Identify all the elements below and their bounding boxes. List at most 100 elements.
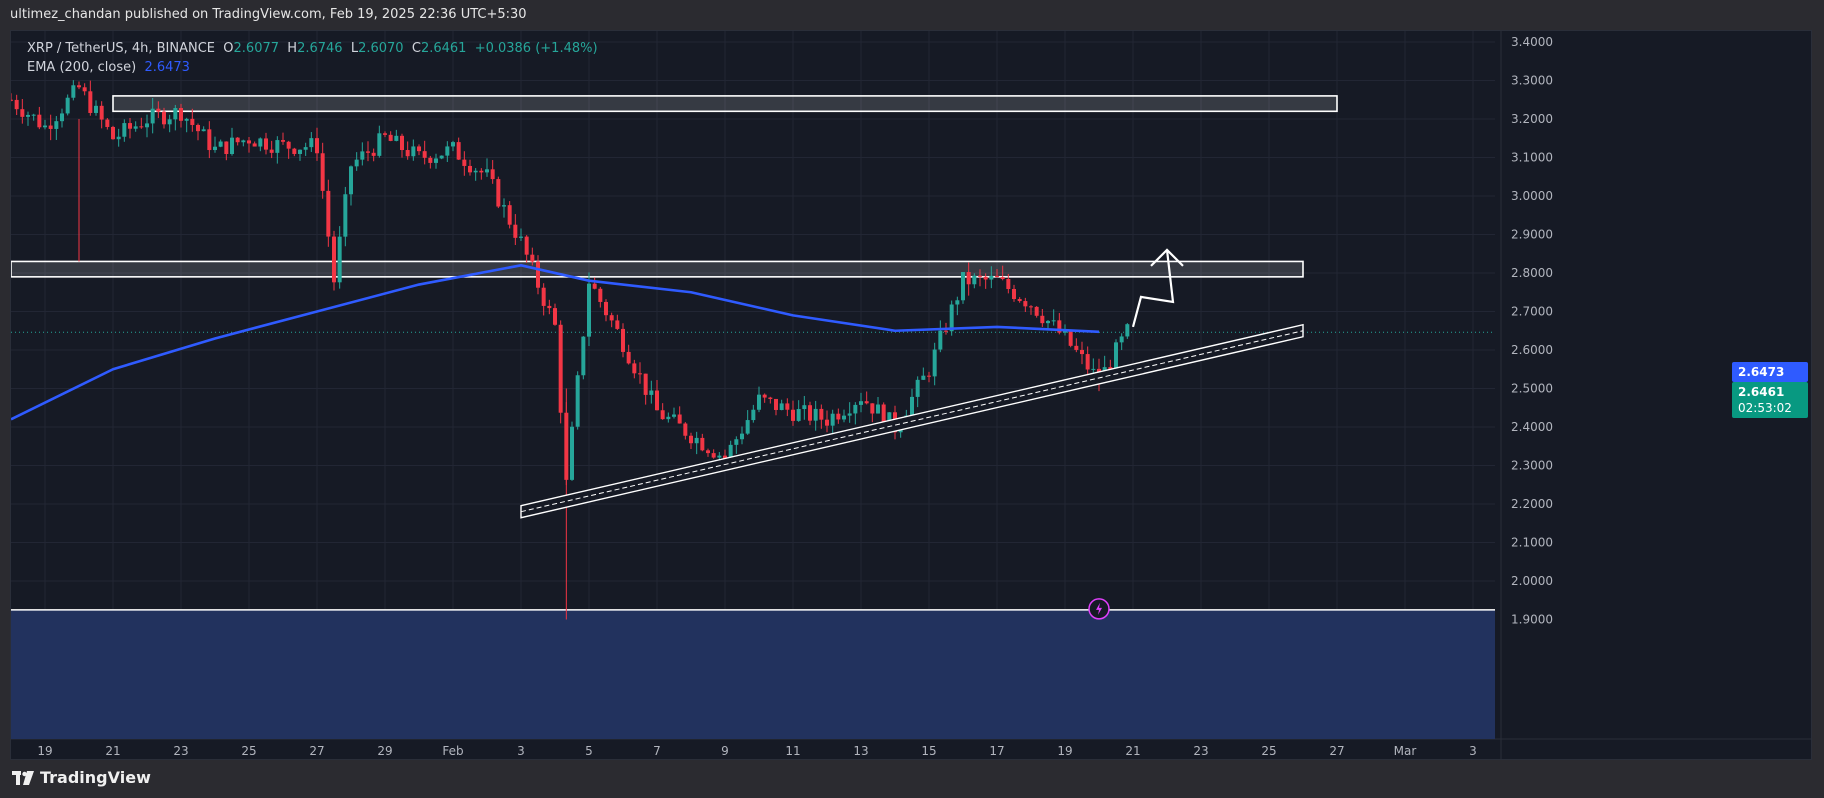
candle-body: [643, 373, 648, 395]
candle-body: [859, 401, 863, 405]
candle-body: [201, 129, 206, 132]
candle-body: [309, 138, 314, 148]
candle-body: [853, 404, 858, 414]
open-value: 2.6077: [233, 41, 280, 56]
candle-body: [694, 437, 699, 444]
candle-body: [145, 123, 149, 128]
time-tick-label: 13: [853, 744, 868, 758]
candle-body: [519, 236, 523, 238]
candle-body: [808, 405, 812, 421]
price-chart-svg[interactable]: 3.4000 3.3000 3.2000 3.1000 3.0000 2.9000 2.80…: [11, 31, 1811, 759]
candle-body: [660, 410, 665, 420]
candle-body: [179, 108, 183, 121]
candle-body: [37, 114, 42, 128]
price-tick-label: 3.1000: [1511, 151, 1553, 165]
change-value: +0.0386 (+1.48%): [474, 41, 598, 56]
candle-body: [1057, 320, 1062, 333]
candle-body: [768, 397, 773, 399]
candle-body: [128, 123, 132, 129]
footer-bar: TradingView: [0, 760, 1824, 798]
candle-body: [1023, 301, 1028, 307]
candle-body: [915, 379, 920, 397]
candle-body: [173, 108, 178, 120]
candle-body: [604, 301, 608, 316]
candle-body: [626, 351, 631, 364]
high-value: 2.6746: [297, 41, 343, 56]
symbol-label[interactable]: XRP / TetherUS, 4h, BINANCE: [27, 41, 216, 56]
close-label: C: [411, 41, 421, 56]
candle-body: [666, 416, 671, 420]
candle-body: [972, 275, 977, 285]
time-tick-label: 27: [309, 744, 324, 758]
candle-body: [1017, 299, 1022, 302]
candle-body: [785, 403, 790, 410]
price-tick-label: 2.0000: [1511, 574, 1553, 588]
candle-body: [1068, 330, 1073, 346]
chart-panel[interactable]: 3.4000 3.3000 3.2000 3.1000 3.0000 2.9000 2.80…: [10, 30, 1812, 760]
candle-body: [689, 435, 693, 444]
candle-body: [609, 315, 614, 321]
candle-body: [672, 414, 676, 417]
candle-body: [1029, 306, 1033, 308]
candle-body: [524, 236, 529, 255]
time-tick-label: 29: [377, 744, 392, 758]
candle-body: [961, 272, 965, 301]
low-value: 2.6070: [358, 41, 404, 56]
price-tick-label: 2.7000: [1511, 305, 1553, 319]
candle-body: [11, 99, 13, 101]
time-tick-label: 3: [517, 744, 525, 758]
candle-body: [139, 126, 144, 128]
candle-body: [700, 437, 705, 451]
time-tick-label: 21: [1125, 744, 1140, 758]
candle-body: [932, 349, 937, 377]
price-tick-label: 2.6000: [1511, 343, 1553, 357]
candle-body: [779, 403, 784, 410]
candle-body: [133, 126, 138, 129]
candle-body: [830, 413, 835, 426]
candle-body: [530, 254, 535, 262]
candle-body: [303, 147, 308, 150]
candle-body: [1119, 336, 1124, 343]
open-label: O: [223, 41, 234, 56]
candle-body: [14, 99, 19, 110]
tradingview-brand[interactable]: TradingView: [12, 768, 151, 787]
candle-body: [513, 224, 518, 238]
time-tick-label: 11: [785, 744, 800, 758]
candle-body: [978, 275, 982, 277]
last-price-tag: 2.6461 02:53:02: [1732, 382, 1808, 418]
candle-body: [1046, 320, 1050, 324]
candle-body: [836, 413, 841, 420]
candle-body: [235, 137, 240, 143]
candle-body: [332, 236, 336, 283]
candle-body: [740, 433, 744, 440]
symbol-ohlc-row: XRP / TetherUS, 4h, BINANCE O2.6077 H2.6…: [27, 39, 598, 58]
candle-body: [802, 405, 807, 410]
last-price-value: 2.6461: [1738, 385, 1785, 399]
candle-body: [1034, 306, 1039, 316]
candle-body: [88, 91, 93, 113]
candle-body: [218, 141, 223, 147]
ema-tag-value: 2.6473: [1738, 365, 1785, 379]
candle-body: [462, 159, 467, 166]
candle-body: [1040, 315, 1045, 324]
candle-body: [819, 408, 824, 420]
resistance-zone-1: [112, 95, 1338, 113]
candle-body: [207, 129, 212, 151]
candle-body: [411, 146, 416, 157]
candle-body: [949, 304, 954, 332]
candle-body: [581, 336, 586, 376]
candle-body: [31, 114, 36, 116]
time-tick-label: 19: [37, 744, 52, 758]
candle-body: [570, 426, 574, 480]
candle-body: [417, 146, 421, 152]
candle-body: [54, 121, 59, 129]
candle-body: [1051, 320, 1056, 322]
price-tick-label: 2.8000: [1511, 266, 1553, 280]
projection-arrowhead: [1150, 248, 1184, 267]
candle-body: [638, 373, 642, 375]
candle-body: [1000, 277, 1005, 280]
candle-body: [269, 149, 274, 153]
candle-body: [825, 419, 829, 426]
bottom-support-zone: [11, 609, 1495, 739]
ema-label[interactable]: EMA (200, close): [27, 60, 137, 75]
